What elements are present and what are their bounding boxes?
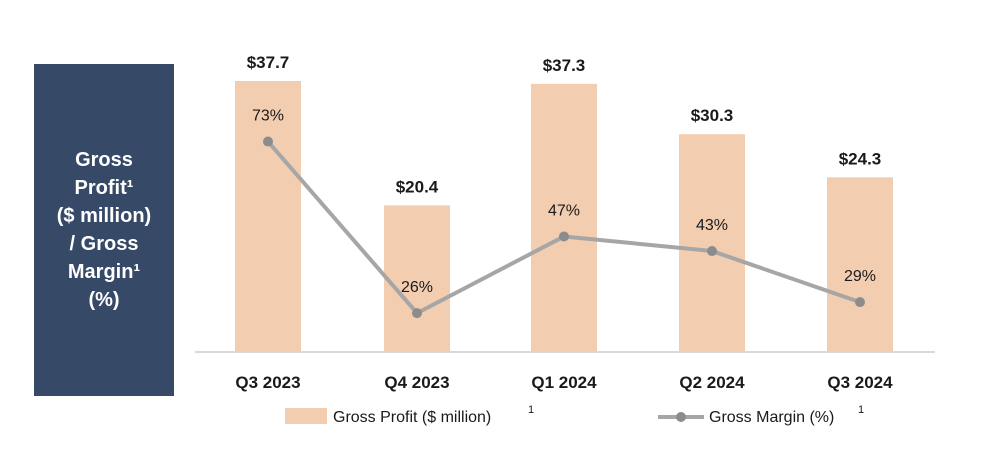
x-tick-label: Q3 2024 — [827, 373, 893, 392]
gross-margin-point — [559, 231, 569, 242]
gross-margin-label: 26% — [401, 279, 433, 296]
bar-value-label: $30.3 — [691, 106, 734, 125]
bar-q1-2024 — [531, 83, 597, 352]
legend-sup-gross-profit: 1 — [528, 404, 534, 416]
x-tick-label: Q4 2023 — [384, 373, 449, 392]
legend: Gross Profit ($ million) 1 Gross Margin … — [285, 404, 864, 426]
bar-q3-2023 — [235, 81, 301, 352]
gross-margin-label: 29% — [844, 268, 876, 285]
legend-swatch-gross-profit — [285, 408, 327, 424]
gross-margin-point — [855, 297, 865, 308]
x-tick-label: Q2 2024 — [679, 373, 745, 392]
side-panel: Gross Profit¹ ($ million) / Gross Margin… — [34, 64, 174, 396]
gross-margin-point — [707, 246, 717, 257]
gross-margin-point — [263, 136, 273, 147]
legend-label-gross-margin: Gross Margin (%) — [709, 409, 834, 426]
side-title: Gross Profit¹ ($ million) / Gross Margin… — [56, 149, 152, 311]
bar-value-label: $37.3 — [543, 56, 586, 75]
bar-q4-2023 — [384, 205, 450, 352]
x-tick-label: Q1 2024 — [531, 373, 597, 392]
bar-value-label: $24.3 — [839, 149, 882, 168]
x-tick-label: Q3 2023 — [235, 373, 300, 392]
gross-margin-label: 47% — [548, 202, 580, 219]
legend-swatch-marker-gross-margin — [676, 412, 686, 422]
legend-label-gross-profit: Gross Profit ($ million) — [333, 409, 491, 426]
bar-q2-2024 — [679, 134, 745, 352]
bar-value-label: $37.7 — [247, 53, 290, 72]
bar-value-label: $20.4 — [396, 177, 439, 196]
gross-margin-label: 73% — [252, 108, 284, 125]
bar-q3-2024 — [827, 177, 893, 352]
legend-sup-gross-margin: 1 — [858, 404, 864, 416]
gross-margin-label: 43% — [696, 217, 728, 234]
gross-margin-point — [412, 308, 422, 319]
